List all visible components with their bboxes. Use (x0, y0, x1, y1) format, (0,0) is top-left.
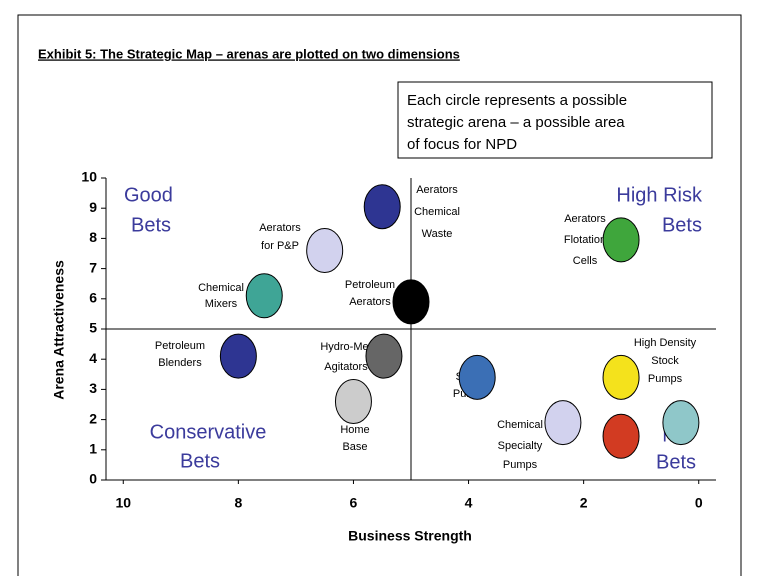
y-tick-label: 2 (89, 410, 97, 426)
quadrant-label: Conservative (150, 421, 267, 443)
point-label: Flotation (564, 234, 606, 246)
note-line: strategic arena – a possible area (407, 114, 625, 131)
point (602, 354, 640, 400)
point-label: Specialty (498, 440, 543, 452)
point-label: Waste (422, 228, 453, 240)
point-label: Chemical (414, 206, 460, 218)
point-label: Aerators (564, 213, 606, 225)
point-label: Aerators (349, 296, 391, 308)
point-label: High Density (634, 337, 697, 349)
note-line: of focus for NPD (407, 136, 517, 153)
point (392, 279, 430, 325)
point (458, 354, 496, 400)
y-tick-label: 4 (89, 350, 97, 366)
point-label: Hydro-Met (320, 341, 371, 353)
quadrant-label: Bets (131, 214, 171, 236)
point-label: Cells (573, 255, 598, 267)
point-label: Stock (651, 355, 679, 367)
x-tick-label: 4 (465, 495, 473, 511)
note-line: Each circle represents a possible (407, 92, 627, 109)
x-tick-label: 10 (115, 495, 131, 511)
point-label: Base (342, 441, 367, 453)
point-label: Agitators (324, 361, 368, 373)
note-box (397, 81, 713, 159)
point-label: Home (340, 424, 369, 436)
point (334, 378, 372, 424)
x-tick-label: 8 (234, 495, 242, 511)
x-tick-label: 2 (580, 495, 588, 511)
point (602, 217, 640, 263)
point (363, 184, 401, 230)
x-tick-label: 6 (350, 495, 358, 511)
point-label: for P&P (261, 240, 299, 252)
point (219, 333, 257, 379)
point-label: Chemical (198, 282, 244, 294)
point (306, 227, 344, 273)
point (365, 333, 403, 379)
y-tick-label: 5 (89, 320, 97, 336)
point-label: Pumps (648, 373, 683, 385)
point (245, 273, 283, 319)
point-label: Petroleum (155, 340, 205, 352)
point-label: Mixers (205, 298, 238, 310)
y-tick-label: 9 (89, 199, 97, 215)
point-label: Chemical (497, 419, 543, 431)
frame (17, 14, 742, 576)
quadrant-label: Bets (662, 214, 702, 236)
y-tick-label: 10 (81, 169, 97, 185)
point (602, 413, 640, 459)
y-tick-label: 7 (89, 259, 97, 275)
quadrant-label: High Risk (616, 184, 703, 206)
quadrant-label: Good (124, 184, 173, 206)
point (662, 400, 700, 446)
y-tick-label: 6 (89, 290, 97, 306)
point-label: Petroleum (345, 279, 395, 291)
x-tick-label: 0 (695, 495, 703, 511)
point-label: Blenders (158, 357, 202, 369)
y-tick-label: 3 (89, 380, 97, 396)
y-tick-label: 1 (89, 441, 97, 457)
point-label: Aerators (416, 184, 458, 196)
point (544, 400, 582, 446)
quadrant-label: Bets (656, 451, 696, 473)
y-axis-title: Arena Attractiveness (51, 260, 67, 400)
chart-title: Exhibit 5: The Strategic Map – arenas ar… (38, 46, 460, 61)
y-tick-label: 0 (89, 471, 97, 487)
quadrant-label: Bets (180, 450, 220, 472)
y-tick-label: 8 (89, 229, 97, 245)
point-label: Aerators (259, 222, 301, 234)
point-label: Pumps (503, 459, 538, 471)
x-axis-title: Business Strength (348, 528, 472, 544)
